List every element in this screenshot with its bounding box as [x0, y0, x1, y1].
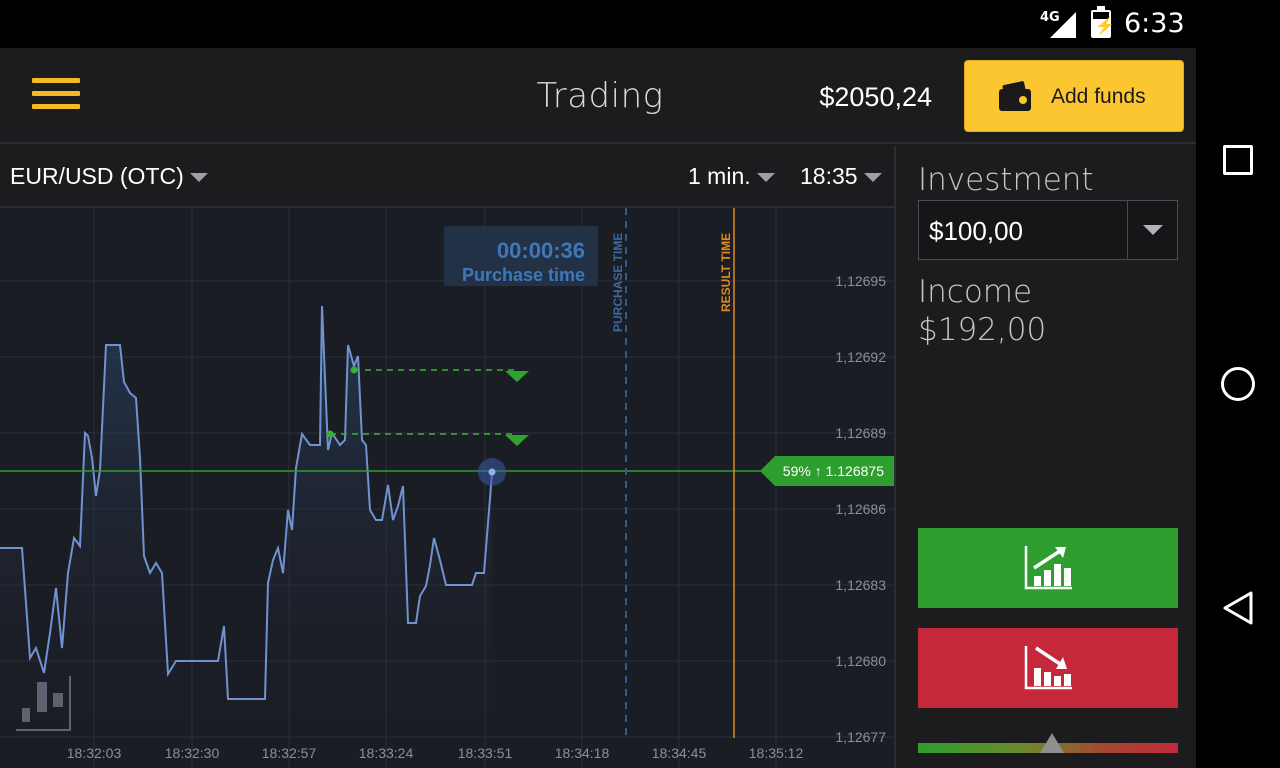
current-price-tag-text: 59% ↑ 1.126875: [783, 463, 884, 479]
app-header: Trading $2050,24 Add funds: [0, 48, 1196, 144]
hamburger-icon: [32, 78, 80, 83]
y-tick: 1,12689: [835, 425, 886, 441]
wallet-icon: [999, 80, 1031, 111]
current-point: [488, 468, 496, 476]
chevron-down-icon: [756, 173, 775, 183]
result-time-label: RESULT TIME: [719, 233, 733, 312]
put-down-button[interactable]: [918, 628, 1178, 708]
expiry-selector[interactable]: 18:35: [800, 163, 882, 190]
clock: 6:33: [1124, 8, 1185, 39]
purchase-timer-box: [444, 226, 598, 286]
back-triangle-icon: [1223, 591, 1253, 625]
chart-canvas[interactable]: PURCHASE TIME RESULT TIME 00:00:36 Purch…: [0, 208, 894, 768]
x-tick: 18:34:18: [555, 745, 610, 761]
sentiment-marker-icon: [1040, 733, 1064, 753]
y-tick: 1,12680: [835, 653, 886, 669]
chevron-down-icon: [189, 173, 208, 183]
chart-toolbar: EUR/USD (OTC) 1 min. 18:35: [0, 146, 894, 208]
income-label: Income: [918, 274, 1033, 310]
x-tick: 18:35:12: [749, 745, 804, 761]
x-tick: 18:32:30: [165, 745, 220, 761]
chart-down-icon: [1024, 646, 1072, 690]
trade-down-marker-icon: [505, 435, 529, 446]
price-area: [0, 306, 492, 768]
x-axis: 18:32:03 18:32:30 18:32:57 18:33:24 18:3…: [67, 745, 804, 761]
chart-type-icon[interactable]: [16, 676, 71, 731]
square-icon: [1223, 145, 1253, 175]
price-chart[interactable]: PURCHASE TIME RESULT TIME 00:00:36 Purch…: [0, 208, 894, 768]
page-title: Trading: [536, 76, 664, 116]
call-up-button[interactable]: [918, 528, 1178, 608]
navigation-bar: [1196, 0, 1280, 768]
investment-label: Investment: [918, 162, 1094, 198]
recents-button[interactable]: [1218, 140, 1258, 180]
asset-label: EUR/USD (OTC): [10, 163, 184, 189]
y-axis: 1,12695 1,12692 1,12689 1,12686 1,12683 …: [835, 273, 886, 745]
investment-value: $100,00: [929, 216, 1023, 246]
trader-sentiment-bar: [918, 733, 1178, 753]
y-tick: 1,12683: [835, 577, 886, 593]
timeframe-label: 1 min.: [688, 163, 751, 189]
income-value: $192,00: [918, 312, 1047, 348]
add-funds-button[interactable]: Add funds: [964, 60, 1184, 132]
add-funds-label: Add funds: [1051, 85, 1146, 108]
x-tick: 18:32:57: [262, 745, 317, 761]
x-tick: 18:34:45: [652, 745, 707, 761]
expiry-label: 18:35: [800, 163, 858, 189]
asset-selector[interactable]: EUR/USD (OTC): [10, 163, 208, 190]
trade-down-marker-icon: [505, 371, 529, 382]
trade-panel: Investment $100,00 Income $192,00: [894, 146, 1196, 768]
signal-icon: 4G: [1040, 10, 1076, 38]
x-tick: 18:33:51: [458, 745, 513, 761]
purchase-timer: 00:00:36: [497, 238, 585, 263]
open-trade-2[interactable]: [326, 430, 530, 447]
home-button[interactable]: [1218, 364, 1258, 404]
menu-button[interactable]: [32, 78, 80, 114]
price-line: [0, 305, 493, 700]
timeframe-selector[interactable]: 1 min.: [688, 163, 775, 190]
circle-icon: [1221, 367, 1255, 401]
y-tick: 1,12692: [835, 349, 886, 365]
investment-select[interactable]: $100,00: [918, 200, 1178, 260]
purchase-time-label: PURCHASE TIME: [611, 233, 625, 332]
y-tick: 1,12695: [835, 273, 886, 289]
current-price-tag: [760, 456, 894, 486]
battery-icon: ⚡: [1091, 6, 1115, 38]
x-tick: 18:33:24: [359, 745, 414, 761]
y-tick: 1,12677: [835, 729, 886, 745]
status-bar: 4G ⚡ 6:33: [0, 0, 1196, 48]
x-tick: 18:32:03: [67, 745, 122, 761]
trading-app: Trading $2050,24 Add funds EUR/USD (OTC)…: [0, 48, 1196, 768]
account-balance: $2050,24: [819, 82, 932, 112]
open-trade-1[interactable]: [350, 366, 530, 383]
purchase-timer-label: Purchase time: [462, 265, 585, 285]
back-button[interactable]: [1218, 588, 1258, 628]
chevron-down-icon: [863, 173, 882, 183]
chart-up-icon: [1024, 546, 1072, 590]
y-tick: 1,12686: [835, 501, 886, 517]
chevron-down-icon: [1143, 225, 1163, 235]
